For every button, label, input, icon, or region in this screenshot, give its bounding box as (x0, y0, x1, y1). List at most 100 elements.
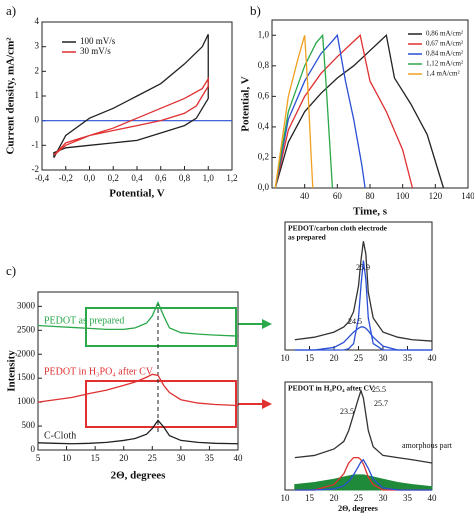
inset-title: PEDOT in H₃PO₄ after CV (288, 384, 375, 393)
arrow-head (262, 319, 272, 329)
x-tick-label: 40 (428, 353, 438, 363)
x-tick-label: 0,2 (108, 173, 119, 183)
x-tick-label: 25 (354, 353, 364, 363)
x-tick-label: 40 (234, 453, 244, 463)
y-tick-label: 2500 (17, 324, 36, 334)
series-line (274, 33, 334, 189)
series-line (37, 300, 239, 337)
series-line (53, 76, 209, 156)
legend-label: 0,84 mA/cm² (426, 50, 463, 58)
y-tick-label: 2000 (17, 348, 36, 358)
x-tick-label: 80 (366, 191, 376, 201)
y-tick-label: 1,0 (258, 29, 270, 39)
x-tick-label: 10 (62, 453, 72, 463)
annotation: 25.7 (374, 399, 388, 408)
x-tick-label: 100 (396, 191, 410, 201)
y-tick-label: 0,2 (258, 152, 269, 162)
x-tick-label: -0,4 (35, 173, 50, 183)
x-tick-label: 0,6 (155, 173, 167, 183)
y-tick-label: 3 (35, 41, 40, 51)
x-tick-label: 15 (305, 353, 315, 363)
x-tick-label: 1,0 (203, 173, 215, 183)
x-tick-label: 30 (176, 453, 186, 463)
series-line (53, 34, 209, 158)
y-tick-label: 0,6 (258, 90, 270, 100)
x-tick-label: 30 (379, 353, 389, 363)
legend-label: 1,12 mA/cm² (426, 60, 463, 68)
annotation: 24.5 (348, 317, 362, 326)
y-tick-label: 0,8 (258, 60, 270, 70)
series-line (294, 458, 432, 491)
x-tick-label: -0,2 (59, 173, 73, 183)
x-axis-label: Potential, V (109, 188, 164, 200)
x-tick-label: 35 (205, 453, 215, 463)
legend-label: 100 mV/s (80, 36, 116, 46)
x-tick-label: 15 (305, 493, 315, 503)
x-axis-label: 2Θ, degrees (111, 470, 167, 482)
x-tick-label: 120 (429, 191, 443, 201)
x-tick-label: 20 (330, 493, 340, 503)
series-label: C-Cloth (44, 430, 76, 441)
series-line (274, 33, 366, 189)
x-tick-label: 20 (119, 453, 129, 463)
x-tick-label: 10 (281, 493, 291, 503)
x-tick-label: 5 (36, 453, 41, 463)
x-tick-label: 35 (403, 353, 413, 363)
x-axis-label: 2Θ, degrees (338, 504, 378, 513)
y-tick-label: 1500 (17, 372, 36, 382)
annotation: 23.5 (340, 407, 354, 416)
y-tick-label: 1000 (17, 396, 36, 406)
plot-frame (37, 291, 239, 451)
y-axis-label: Intensity (6, 350, 18, 392)
annotation: amorphous part (402, 441, 453, 450)
x-tick-label: 35 (403, 493, 413, 503)
panel-label: c) (6, 263, 16, 278)
x-tick-label: 20 (330, 353, 340, 363)
y-tick-label: 1 (35, 90, 40, 100)
y-tick-label: 0 (31, 444, 36, 454)
panel-label: b) (250, 3, 261, 18)
series-line (294, 241, 433, 342)
series-label: PEDOT as prepared (44, 315, 124, 326)
x-tick-label: 60 (333, 191, 343, 201)
x-tick-label: 10 (281, 353, 291, 363)
series-line (294, 388, 433, 464)
annotation: 25.5 (372, 385, 386, 394)
y-tick-label: 4 (35, 16, 40, 26)
arrow-head (262, 399, 272, 409)
inset-title: as prepared (288, 233, 327, 242)
legend-label: 1,4 mA/cm² (426, 70, 460, 78)
panel-label: a) (6, 3, 16, 18)
x-tick-label: 0,8 (179, 173, 191, 183)
y-axis-label: Potential, V (240, 76, 252, 131)
x-tick-label: 30 (379, 493, 389, 503)
annotation: 25.9 (356, 263, 370, 272)
series-label: PEDOT in H₃PO₄ after CV (44, 366, 154, 377)
y-tick-label: -2 (32, 164, 40, 174)
x-tick-label: 140 (461, 191, 474, 201)
highlight-box (85, 307, 237, 347)
y-tick-label: -1 (32, 139, 40, 149)
inset-title: PEDOT/carbon cloth electrode (288, 224, 388, 233)
series-line (37, 419, 239, 445)
x-tick-label: 25 (354, 493, 364, 503)
y-tick-label: 2 (35, 65, 40, 75)
y-tick-label: 3000 (17, 300, 36, 310)
x-tick-label: 40 (300, 191, 310, 201)
area (294, 474, 433, 491)
y-axis-label: Current density, mA/cm² (5, 37, 17, 155)
legend-label: 0,67 mA/cm² (426, 40, 463, 48)
series-line (274, 34, 414, 189)
y-tick-label: 0,0 (258, 182, 270, 192)
y-tick-label: 0 (35, 115, 40, 125)
legend-label: 30 mV/s (80, 46, 111, 56)
y-tick-label: 500 (22, 420, 36, 430)
x-tick-label: 1,2 (226, 173, 237, 183)
y-tick-label: 0,4 (258, 121, 270, 131)
series-line (294, 456, 432, 491)
series-line (294, 260, 432, 351)
series-line (274, 33, 445, 189)
x-tick-label: 40 (428, 493, 438, 503)
